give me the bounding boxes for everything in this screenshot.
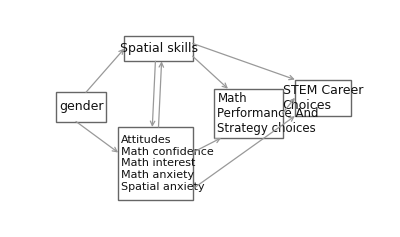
Text: Attitudes
Math confidence
Math interest
Math anxiety
Spatial anxiety: Attitudes Math confidence Math interest … bbox=[121, 135, 214, 192]
FancyBboxPatch shape bbox=[124, 36, 193, 61]
Text: Math
Performance And
Strategy choices: Math Performance And Strategy choices bbox=[218, 92, 319, 135]
FancyBboxPatch shape bbox=[214, 89, 282, 138]
Text: gender: gender bbox=[59, 100, 103, 114]
FancyBboxPatch shape bbox=[118, 127, 193, 200]
Text: STEM Career
Choices: STEM Career Choices bbox=[283, 84, 363, 112]
Text: Spatial skills: Spatial skills bbox=[120, 42, 198, 55]
FancyBboxPatch shape bbox=[295, 80, 351, 116]
FancyBboxPatch shape bbox=[56, 92, 106, 122]
